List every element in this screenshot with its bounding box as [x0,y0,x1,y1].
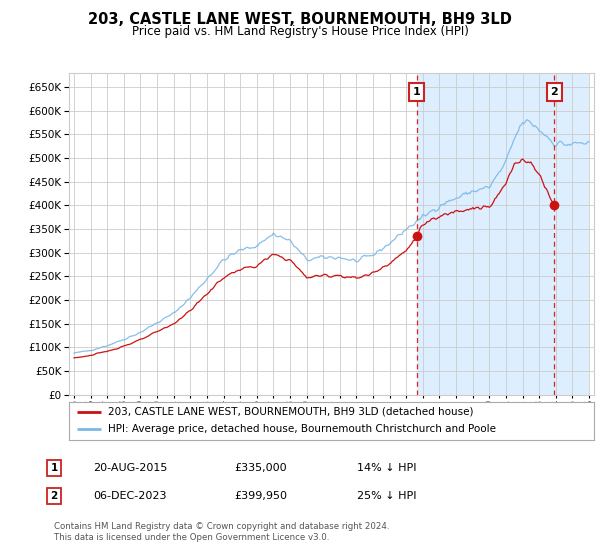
Bar [417,73,589,395]
Text: Contains HM Land Registry data © Crown copyright and database right 2024.: Contains HM Land Registry data © Crown c… [54,522,389,531]
Text: 203, CASTLE LANE WEST, BOURNEMOUTH, BH9 3LD: 203, CASTLE LANE WEST, BOURNEMOUTH, BH9 … [88,12,512,27]
Text: 1: 1 [50,463,58,473]
Text: 25% ↓ HPI: 25% ↓ HPI [357,491,416,501]
Text: £335,000: £335,000 [234,463,287,473]
Text: 14% ↓ HPI: 14% ↓ HPI [357,463,416,473]
Text: 20-AUG-2015: 20-AUG-2015 [93,463,167,473]
Text: 203, CASTLE LANE WEST, BOURNEMOUTH, BH9 3LD (detached house): 203, CASTLE LANE WEST, BOURNEMOUTH, BH9 … [109,407,474,417]
Text: 2: 2 [551,87,559,97]
Bar [554,73,589,395]
Text: 1: 1 [413,87,421,97]
Text: Price paid vs. HM Land Registry's House Price Index (HPI): Price paid vs. HM Land Registry's House … [131,25,469,38]
Text: 06-DEC-2023: 06-DEC-2023 [93,491,167,501]
Text: This data is licensed under the Open Government Licence v3.0.: This data is licensed under the Open Gov… [54,533,329,543]
Text: £399,950: £399,950 [234,491,287,501]
Text: HPI: Average price, detached house, Bournemouth Christchurch and Poole: HPI: Average price, detached house, Bour… [109,424,496,435]
Text: 2: 2 [50,491,58,501]
